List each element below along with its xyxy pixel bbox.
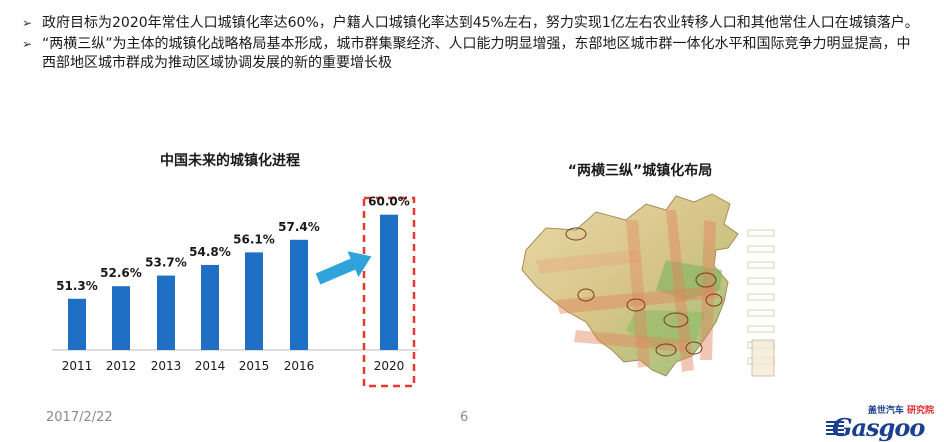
bullet-arrow-icon: ➢ [22,37,33,51]
bar [245,252,263,350]
data-label: 56.1% [233,232,275,246]
bar [290,239,308,350]
highlight-box [362,196,416,388]
china-urbanization-map [521,193,775,377]
data-label: 54.8% [189,245,231,259]
x-tick-label: 2015 [239,359,270,373]
footer-date: 2017/2/22 [46,410,113,425]
logo-wordmark: Gasgoo [832,413,925,442]
bullet-text: 政府目标为2020年常住人口城镇化率达60%，户籍人口城镇化率达到45%左右，努… [42,15,919,31]
x-tick-label: 2014 [195,359,226,373]
bullet-item: ➢ “两横三纵”为主体的城镇化战略格局基本形成，城市群集聚经济、人口能力明显增强… [22,35,922,73]
map-title: “两横三纵”城镇化布局 [567,163,713,179]
trend-arrow [315,251,372,285]
bullet-arrow-icon: ➢ [22,16,33,30]
data-label: 57.4% [278,220,320,234]
bullet-list: ➢ 政府目标为2020年常住人口城镇化率达60%，户籍人口城镇化率达到45%左右… [22,14,922,75]
logo-stripe [826,421,844,435]
x-tick-label: 2011 [62,359,93,373]
bar [157,275,175,350]
data-label: 53.7% [145,256,187,270]
trend-arrow-shape [315,251,372,285]
bullet-text: “两横三纵”为主体的城镇化战略格局基本形成，城市群集聚经济、人口能力明显增强，东… [42,36,911,71]
page-number: 6 [460,410,469,425]
data-label: 52.6% [100,266,142,280]
gasgoo-logo: 盖世汽车 研究院 Gasgoo [826,403,938,442]
bar [201,264,219,350]
bar [68,298,86,350]
x-tick-label: 2020 [374,359,405,373]
bullet-item: ➢ 政府目标为2020年常住人口城镇化率达60%，户籍人口城镇化率达到45%左右… [22,14,922,33]
bar [380,214,398,350]
data-label: 60.0% [368,195,410,209]
logo-top-text: 盖世汽车 研究院 [867,406,934,416]
data-label: 51.3% [56,279,98,293]
x-tick-label: 2012 [106,359,137,373]
chart-title: 中国未来的城镇化进程 [160,153,300,169]
x-tick-label: 2016 [284,359,315,373]
bar [112,286,130,350]
x-tick-label: 2013 [151,359,182,373]
